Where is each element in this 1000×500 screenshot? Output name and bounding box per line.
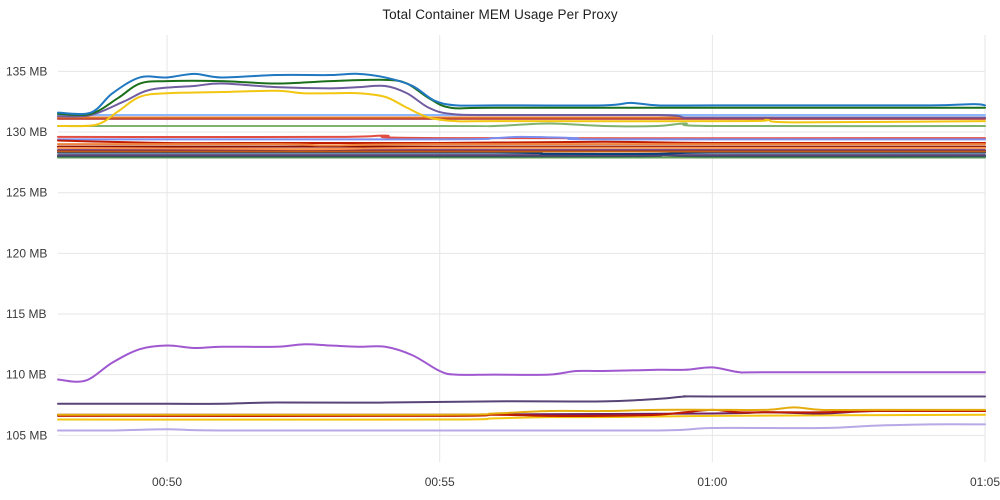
series-line-1 (57, 78, 986, 117)
series-line-3 (57, 89, 986, 128)
series-line-23 (57, 406, 986, 416)
y-tick-label: 130 MB (6, 125, 47, 139)
series-line-22 (57, 395, 986, 405)
y-tick-label: 125 MB (6, 186, 47, 200)
y-axis: 105 MB 110 MB 115 MB 120 MB 125 MB 130 MB 135 … (6, 64, 47, 442)
y-tick-label: 135 MB (6, 64, 47, 78)
x-tick-label: 01:05 (970, 475, 1000, 489)
y-tick-label: 120 MB (6, 246, 47, 260)
series-layer (57, 72, 986, 432)
series-line-2 (57, 82, 986, 119)
series-line-10 (57, 135, 986, 141)
x-axis: 00:50 00:55 01:00 01:05 (152, 475, 1000, 489)
x-tick-label: 01:00 (697, 475, 727, 489)
series-line-21 (57, 343, 986, 383)
series-line-26 (57, 413, 986, 421)
series-line-9 (57, 139, 986, 145)
y-tick-label: 110 MB (6, 368, 46, 382)
series-line-12 (57, 134, 986, 140)
y-tick-label: 105 MB (6, 428, 47, 442)
series-line-0 (57, 72, 986, 116)
x-tick-label: 00:55 (425, 475, 455, 489)
series-line-7 (57, 122, 986, 128)
series-line-27 (57, 423, 986, 432)
y-tick-label: 115 MB (6, 307, 46, 321)
series-line-24 (57, 408, 986, 418)
grid-layer (58, 35, 986, 462)
series-line-11 (57, 146, 986, 151)
x-tick-label: 00:50 (152, 475, 182, 489)
chart-title: Total Container MEM Usage Per Proxy (382, 7, 618, 22)
series-line-15 (57, 151, 986, 156)
series-line-8 (57, 143, 986, 147)
